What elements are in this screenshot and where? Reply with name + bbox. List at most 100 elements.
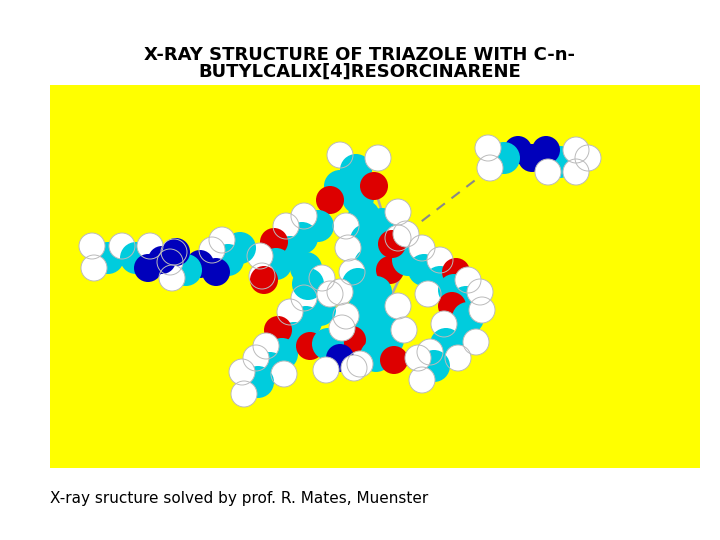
Circle shape: [157, 249, 183, 275]
Circle shape: [385, 199, 411, 225]
Text: BUTYLCALIX[4]RESORCINARENE: BUTYLCALIX[4]RESORCINARENE: [199, 63, 521, 81]
Circle shape: [455, 267, 481, 293]
Circle shape: [418, 350, 450, 382]
Circle shape: [431, 311, 457, 337]
Circle shape: [342, 182, 374, 214]
Circle shape: [327, 279, 353, 305]
Circle shape: [186, 250, 214, 278]
Circle shape: [463, 329, 489, 355]
Circle shape: [409, 235, 435, 261]
Circle shape: [134, 254, 162, 282]
Circle shape: [563, 159, 589, 185]
Circle shape: [348, 292, 380, 324]
Circle shape: [518, 144, 546, 172]
Circle shape: [304, 294, 336, 326]
Circle shape: [504, 136, 532, 164]
Circle shape: [274, 236, 306, 268]
Circle shape: [424, 266, 456, 298]
Circle shape: [309, 265, 335, 291]
Circle shape: [120, 242, 152, 274]
Circle shape: [469, 297, 495, 323]
Circle shape: [488, 142, 520, 174]
Circle shape: [368, 232, 400, 264]
Circle shape: [438, 274, 470, 306]
Circle shape: [209, 227, 235, 253]
Circle shape: [393, 221, 419, 247]
Circle shape: [340, 154, 372, 186]
Circle shape: [430, 328, 462, 360]
Circle shape: [405, 345, 431, 371]
Circle shape: [260, 248, 292, 280]
Circle shape: [286, 222, 318, 254]
Circle shape: [385, 225, 411, 251]
Circle shape: [563, 137, 589, 163]
Circle shape: [366, 300, 398, 332]
Circle shape: [202, 258, 230, 286]
Circle shape: [159, 265, 185, 291]
Circle shape: [365, 145, 391, 171]
Circle shape: [327, 142, 353, 168]
Circle shape: [162, 238, 190, 266]
Circle shape: [324, 170, 356, 202]
Circle shape: [242, 366, 274, 398]
Circle shape: [254, 352, 286, 384]
Circle shape: [313, 357, 339, 383]
Text: X-RAY STRUCTURE OF TRIAZOLE WITH C-n-: X-RAY STRUCTURE OF TRIAZOLE WITH C-n-: [145, 46, 575, 64]
Circle shape: [467, 279, 493, 305]
Circle shape: [342, 268, 374, 300]
Circle shape: [264, 316, 292, 344]
Circle shape: [348, 200, 380, 232]
Circle shape: [137, 233, 163, 259]
Circle shape: [229, 359, 255, 385]
Circle shape: [354, 248, 386, 280]
Circle shape: [360, 172, 388, 200]
Circle shape: [290, 252, 322, 284]
Circle shape: [338, 326, 366, 354]
Circle shape: [360, 276, 392, 308]
Circle shape: [341, 355, 367, 381]
Circle shape: [442, 258, 470, 286]
Circle shape: [450, 286, 482, 318]
Circle shape: [376, 256, 404, 284]
Circle shape: [532, 136, 560, 164]
Circle shape: [409, 367, 435, 393]
Circle shape: [317, 281, 343, 307]
Circle shape: [385, 293, 411, 319]
Circle shape: [408, 254, 440, 286]
Circle shape: [273, 213, 299, 239]
Circle shape: [575, 145, 601, 171]
Circle shape: [535, 159, 561, 185]
Circle shape: [391, 317, 417, 343]
Circle shape: [444, 316, 476, 348]
Circle shape: [438, 292, 466, 320]
Circle shape: [249, 263, 275, 289]
Circle shape: [302, 210, 334, 242]
Circle shape: [92, 242, 124, 274]
Circle shape: [260, 228, 288, 256]
Circle shape: [291, 203, 317, 229]
Circle shape: [333, 213, 359, 239]
Circle shape: [161, 239, 187, 265]
Circle shape: [415, 281, 441, 307]
Text: X-ray sructure solved by prof. R. Mates, Muenster: X-ray sructure solved by prof. R. Mates,…: [50, 490, 428, 505]
Circle shape: [333, 303, 359, 329]
Circle shape: [360, 340, 392, 372]
Circle shape: [427, 247, 453, 273]
Circle shape: [271, 361, 297, 387]
Circle shape: [199, 237, 225, 263]
Circle shape: [372, 324, 404, 356]
Circle shape: [292, 268, 324, 300]
Circle shape: [148, 246, 176, 274]
Circle shape: [243, 345, 269, 371]
Circle shape: [316, 186, 344, 214]
Circle shape: [253, 333, 279, 359]
Circle shape: [81, 255, 107, 281]
Circle shape: [380, 346, 408, 374]
Circle shape: [170, 254, 202, 286]
Circle shape: [250, 266, 278, 294]
Circle shape: [296, 332, 324, 360]
Circle shape: [392, 244, 424, 276]
Circle shape: [378, 230, 406, 258]
Circle shape: [417, 339, 443, 365]
Circle shape: [326, 344, 354, 372]
